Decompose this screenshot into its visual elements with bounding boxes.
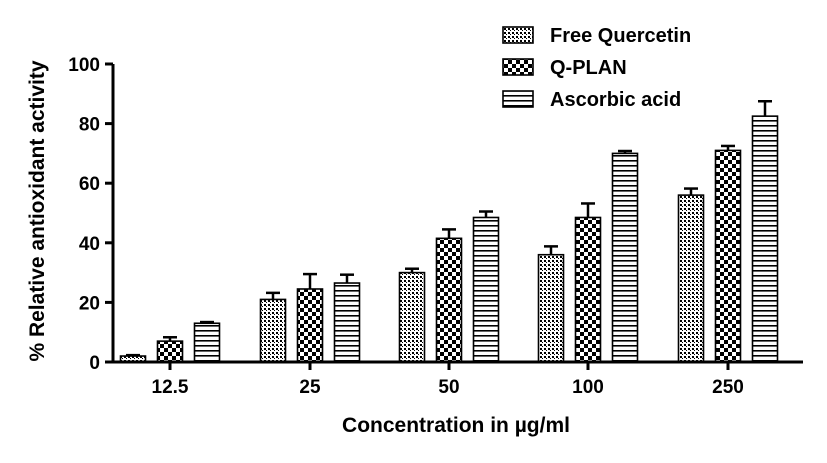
x-tick-label: 100 bbox=[572, 377, 604, 398]
bar-q-plan-50 bbox=[435, 237, 463, 363]
legend-label-q-plan: Q-PLAN bbox=[550, 57, 627, 79]
bar-free-quercetin-100 bbox=[537, 253, 565, 363]
legend-swatch-free-quercetin bbox=[502, 26, 534, 44]
bar-free-quercetin-250 bbox=[677, 194, 705, 363]
bar-ascorbic-acid-12-5 bbox=[193, 322, 221, 363]
y-tick-label: 100 bbox=[68, 55, 100, 76]
x-tick-label: 250 bbox=[712, 377, 744, 398]
x-axis-title: Concentration in µg/ml bbox=[342, 414, 570, 437]
y-tick-label: 40 bbox=[79, 234, 100, 255]
legend-swatch-q-plan bbox=[502, 58, 534, 76]
legend-swatch-ascorbic-acid bbox=[502, 90, 534, 108]
x-tick-label: 12.5 bbox=[152, 377, 189, 398]
bar-free-quercetin-50 bbox=[398, 271, 426, 363]
bar-ascorbic-acid-25 bbox=[333, 282, 361, 363]
bar-q-plan-25 bbox=[296, 288, 324, 363]
x-tick-label: 50 bbox=[438, 377, 459, 398]
bar-q-plan-100 bbox=[574, 216, 602, 363]
y-tick-label: 0 bbox=[89, 353, 100, 374]
bar-ascorbic-acid-100 bbox=[611, 152, 639, 363]
bar-free-quercetin-25 bbox=[259, 298, 287, 363]
bar-ascorbic-acid-50 bbox=[472, 216, 500, 363]
x-tick-label: 25 bbox=[299, 377, 321, 398]
legend-label-free-quercetin: Free Quercetin bbox=[550, 25, 691, 47]
y-axis-title: % Relative antioxidant activity bbox=[26, 60, 49, 361]
legend: Free Quercetin Q-PLAN Ascorbic acid bbox=[502, 25, 691, 111]
y-tick-label: 60 bbox=[79, 174, 100, 195]
bar-q-plan-12-5 bbox=[156, 340, 184, 363]
bar-ascorbic-acid-250 bbox=[751, 115, 779, 363]
y-tick-label: 20 bbox=[79, 293, 100, 314]
legend-label-ascorbic-acid: Ascorbic acid bbox=[550, 89, 681, 111]
bar-q-plan-250 bbox=[714, 149, 742, 363]
y-tick-label: 80 bbox=[79, 115, 100, 136]
